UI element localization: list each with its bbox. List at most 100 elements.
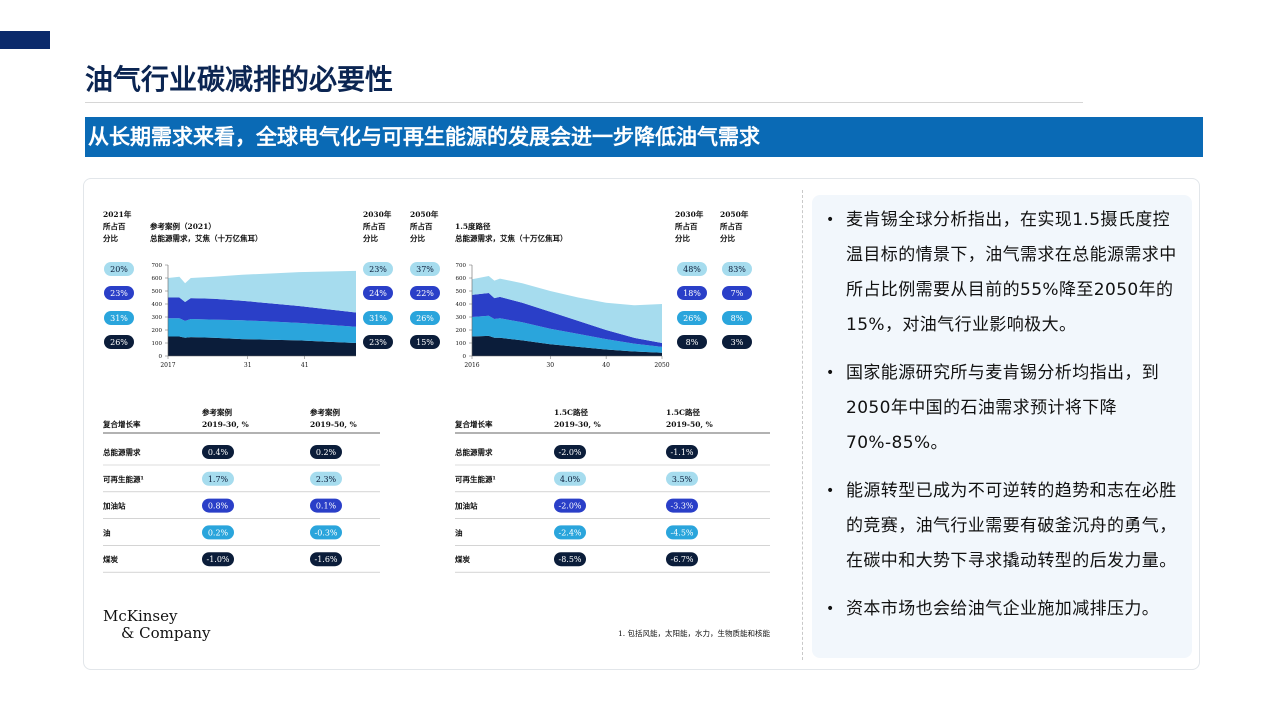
pill-label: -8.5% xyxy=(558,555,581,564)
y-tick-label: 0 xyxy=(463,354,467,360)
column-header: 分比 xyxy=(363,233,378,243)
y-tick-label: 500 xyxy=(152,289,163,295)
pill xyxy=(363,335,393,349)
pill-label: -4.5% xyxy=(670,528,693,537)
y-tick-label: 300 xyxy=(152,315,163,321)
y-tick-label: 600 xyxy=(456,276,467,282)
pill xyxy=(202,445,234,459)
pill-label: -2.0% xyxy=(558,448,581,457)
pill xyxy=(554,471,586,486)
y-tick-label: 300 xyxy=(456,315,467,321)
row-label: 可再生能源¹ xyxy=(103,474,144,484)
pill xyxy=(677,262,707,276)
pill-label: 23% xyxy=(110,289,128,298)
y-tick-label: 100 xyxy=(152,341,163,347)
area-layer xyxy=(168,297,356,327)
chart-title: 总能源需求，艾焦（十万亿焦耳） xyxy=(455,233,568,243)
y-tick-label: 600 xyxy=(152,276,163,282)
column-header: 分比 xyxy=(103,233,118,243)
pill-label: 8% xyxy=(731,314,744,323)
slide-title: 油气行业碳减排的必要性 xyxy=(85,63,394,96)
y-tick-label: 700 xyxy=(152,263,163,269)
divider xyxy=(802,190,803,660)
table-header: 2019-30, % xyxy=(202,420,249,429)
area-layer xyxy=(472,292,662,347)
pill-label: 48% xyxy=(683,265,701,274)
table-header: 1.5C路径 xyxy=(666,407,701,417)
column-header: 分比 xyxy=(675,233,690,243)
pill-label: 0.4% xyxy=(208,448,229,457)
pill-label: 20% xyxy=(110,265,128,274)
bullet-list: 麦肯锡全球分析指出，在实现1.5摄氏度控温目标的情景下，油气需求在总能源需求中所… xyxy=(822,203,1182,640)
row-label: 加油站 xyxy=(102,501,126,511)
pill-label: 26% xyxy=(683,314,701,323)
pill-label: 26% xyxy=(110,338,128,347)
pill xyxy=(677,335,707,349)
x-tick-label: 2016 xyxy=(464,362,479,369)
pill xyxy=(202,498,234,513)
pill xyxy=(666,525,698,540)
column-header: 2050年 xyxy=(410,209,439,219)
pill xyxy=(363,311,393,325)
table-header: 2019-30, % xyxy=(554,420,601,429)
pill-label: 1.7% xyxy=(208,475,229,484)
pill xyxy=(104,262,134,276)
logo: & Company xyxy=(121,624,211,642)
pill-label: 15% xyxy=(416,338,434,347)
column-header: 2030年 xyxy=(363,209,392,219)
column-header: 所占百 xyxy=(363,221,386,231)
area-layer xyxy=(168,318,356,343)
x-tick-label: 41 xyxy=(301,362,309,369)
pill-label: -2.4% xyxy=(558,528,581,537)
pill-label: 31% xyxy=(369,314,387,323)
row-label: 可再生能源¹ xyxy=(455,474,496,484)
pill xyxy=(410,335,440,349)
pill-label: 0.8% xyxy=(208,502,229,511)
logo: McKinsey xyxy=(103,607,178,625)
y-tick-label: 400 xyxy=(152,302,163,308)
pill xyxy=(666,471,698,486)
y-tick-label: 100 xyxy=(456,341,467,347)
x-tick-label: 40 xyxy=(602,362,610,369)
column-header: 2021年 xyxy=(103,209,132,219)
pill xyxy=(202,552,234,567)
pill xyxy=(722,286,752,300)
pill-label: -1.6% xyxy=(314,555,337,564)
content-card xyxy=(83,178,1200,670)
bullet: 能源转型已成为不可逆转的趋势和志在必胜的竞赛，油气行业需要有破釜沉舟的勇气，在碳… xyxy=(822,474,1182,579)
row-label: 煤炭 xyxy=(455,554,470,564)
pill xyxy=(677,286,707,300)
pill xyxy=(363,262,393,276)
row-label: 总能源需求 xyxy=(455,447,493,457)
chart-title: 总能源需求，艾焦（十万亿焦耳） xyxy=(150,233,263,243)
pill xyxy=(202,525,234,540)
banner: 从长期需求来看，全球电气化与可再生能源的发展会进一步降低油气需求 xyxy=(85,117,1203,157)
pill-label: 37% xyxy=(416,265,434,274)
row-label: 油 xyxy=(103,527,111,537)
title-rule xyxy=(85,102,1083,103)
pill xyxy=(666,552,698,567)
pill xyxy=(666,445,698,459)
area-layer xyxy=(168,336,356,356)
corner-tab xyxy=(0,31,50,49)
pill xyxy=(677,311,707,325)
pill-label: 2.3% xyxy=(316,475,337,484)
pill xyxy=(310,552,342,567)
pill xyxy=(554,498,586,513)
area-layer xyxy=(472,315,662,353)
pill xyxy=(554,525,586,540)
column-header: 2050年 xyxy=(720,209,749,219)
pill xyxy=(363,286,393,300)
y-tick-label: 200 xyxy=(456,328,467,334)
pill-label: 23% xyxy=(369,338,387,347)
row-label: 总能源需求 xyxy=(103,447,141,457)
column-header: 分比 xyxy=(720,233,735,243)
pill xyxy=(202,471,234,486)
chart-title: 1.5度路径 xyxy=(455,221,491,231)
pill xyxy=(554,445,586,459)
pill xyxy=(722,262,752,276)
x-tick-label: 31 xyxy=(244,362,252,369)
area-layer xyxy=(472,335,662,356)
